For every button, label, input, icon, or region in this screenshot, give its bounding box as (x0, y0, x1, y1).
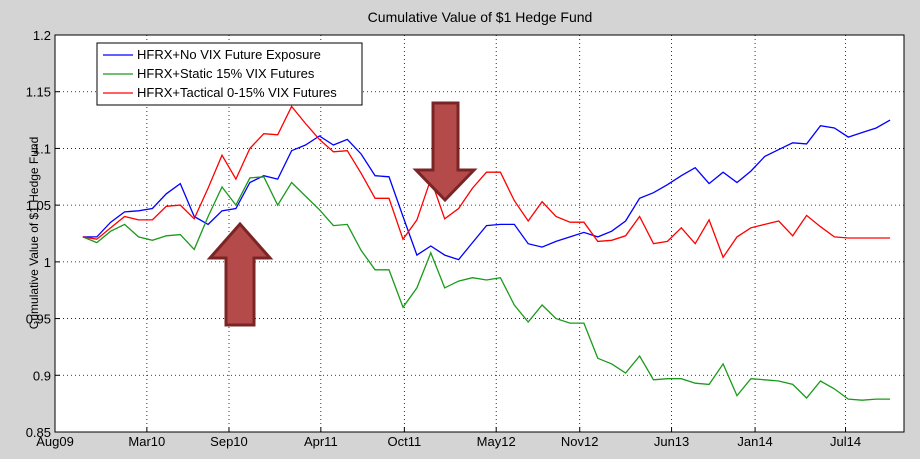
x-tick-label: May12 (477, 434, 516, 449)
legend: HFRX+No VIX Future Exposure HFRX+Static 1… (96, 42, 363, 106)
y-tick-label: 0.95 (26, 312, 51, 327)
y-tick-label: 1.15 (26, 85, 51, 100)
legend-label: HFRX+Static 15% VIX Futures (137, 66, 315, 81)
legend-label: HFRX+No VIX Future Exposure (137, 47, 321, 62)
y-tick-label: 1.2 (33, 28, 51, 43)
y-axis-label: Cumulative Value of $1 Hedge Fund (27, 137, 41, 330)
x-tick-label: Jan14 (737, 434, 772, 449)
arrow-up (206, 221, 274, 327)
arrow-down (412, 101, 478, 203)
series-line (82, 105, 891, 259)
y-tick-label: 0.9 (33, 368, 51, 383)
legend-label: HFRX+Tactical 0-15% VIX Futures (137, 85, 337, 100)
x-tick-label: Jun13 (654, 434, 689, 449)
y-tick-label: 1 (44, 255, 51, 270)
series-line (82, 119, 891, 261)
x-tick-label: Aug09 (36, 434, 74, 449)
x-tick-label: Oct11 (387, 434, 421, 449)
x-tick-label: Mar10 (128, 434, 165, 449)
y-tick-label: 1.05 (26, 198, 51, 213)
x-tick-label: Nov12 (561, 434, 599, 449)
series-line (82, 176, 891, 401)
y-tick-label: 0.85 (26, 425, 51, 440)
x-tick-label: Jul14 (830, 434, 861, 449)
axes-box (54, 34, 905, 433)
y-tick-label: 1.1 (33, 141, 51, 156)
x-tick-label: Sep10 (210, 434, 248, 449)
legend-box (96, 42, 363, 106)
x-tick-label: Apr11 (304, 434, 338, 449)
chart-title: Cumulative Value of $1 Hedge Fund (368, 9, 593, 25)
lines (82, 105, 891, 401)
